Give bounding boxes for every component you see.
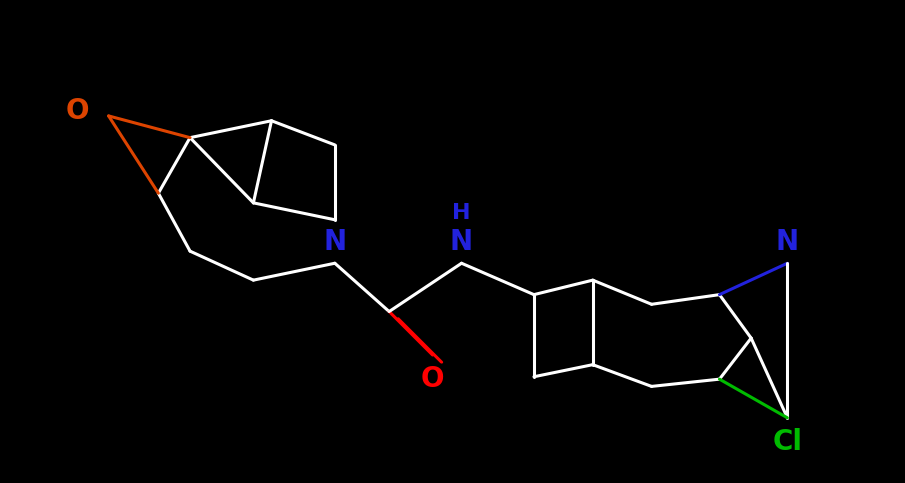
Text: Cl: Cl — [772, 428, 803, 456]
Text: N: N — [323, 227, 347, 256]
Text: N: N — [450, 227, 473, 256]
Text: N: N — [776, 227, 799, 256]
Text: O: O — [421, 365, 444, 393]
Text: H: H — [452, 202, 471, 223]
Text: O: O — [65, 97, 89, 125]
